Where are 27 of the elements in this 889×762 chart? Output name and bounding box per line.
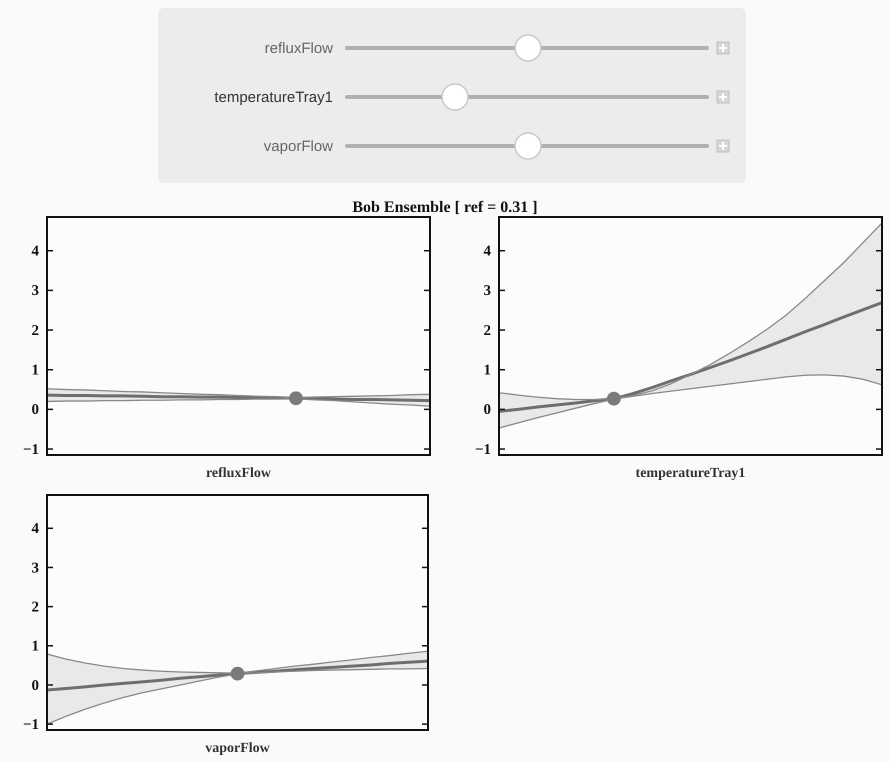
y-tick-label: −1 [22,442,39,458]
text: temperatureTray1 [214,89,333,106]
y-tick-label: 2 [32,599,39,616]
y-tick-label: 1 [32,638,39,655]
line-series [47,660,428,692]
y-tick-label: 1 [484,362,491,379]
y-tick-label: 1 [32,362,39,379]
y-tick-label: 2 [484,322,491,339]
y-tick-label: 4 [32,244,40,260]
y-tick-label: 0 [32,402,39,418]
x-axis-title: vaporFlow [205,741,271,756]
y-tick-label: 2 [32,322,39,339]
y-tick-label: 3 [484,283,491,300]
y-tick-label: 3 [32,560,39,576]
y-tick-label: 4 [484,244,492,260]
y-tick-label: −1 [22,716,39,733]
y-tick-label: 3 [32,283,39,300]
y-tick-label: −1 [474,442,491,458]
y-tick-label: 0 [484,402,491,418]
text: refluxFlow [264,40,334,57]
y-tick-label: 0 [32,678,39,694]
line-series [499,301,882,413]
y-tick-label: 4 [32,521,40,538]
x-axis-title: temperatureTray1 [636,466,746,481]
text: vaporFlow [264,138,334,155]
x-axis-title: refluxFlow [206,466,272,481]
text: Bob Ensemble [ ref = 0.31 ] [352,199,538,216]
